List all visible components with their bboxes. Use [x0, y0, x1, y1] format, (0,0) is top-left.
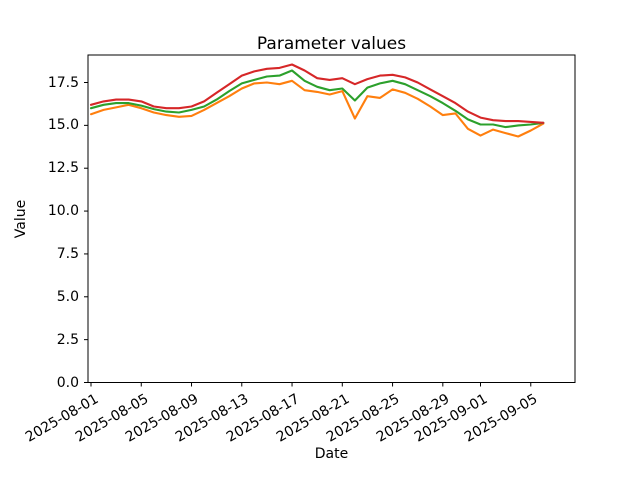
y-axis-label: Value [13, 199, 29, 239]
axes-spines [87, 54, 576, 383]
y-tick-label: 15.0 [47, 117, 79, 134]
y-tick-label: 2.5 [56, 331, 79, 348]
series-red-line [89, 63, 545, 124]
y-tick-label: 10.0 [47, 203, 79, 220]
y-tick-label: 5.0 [56, 288, 79, 305]
series-green-line [89, 69, 545, 129]
series-orange-line [89, 79, 545, 138]
x-axis-label: Date [314, 446, 349, 462]
y-tick-label: 0.0 [56, 374, 79, 391]
y-tick-label: 17.5 [47, 74, 79, 91]
y-tick-label: 12.5 [47, 160, 79, 177]
y-tick-label: 7.5 [56, 245, 79, 262]
chart-title: Parameter values [256, 34, 407, 54]
